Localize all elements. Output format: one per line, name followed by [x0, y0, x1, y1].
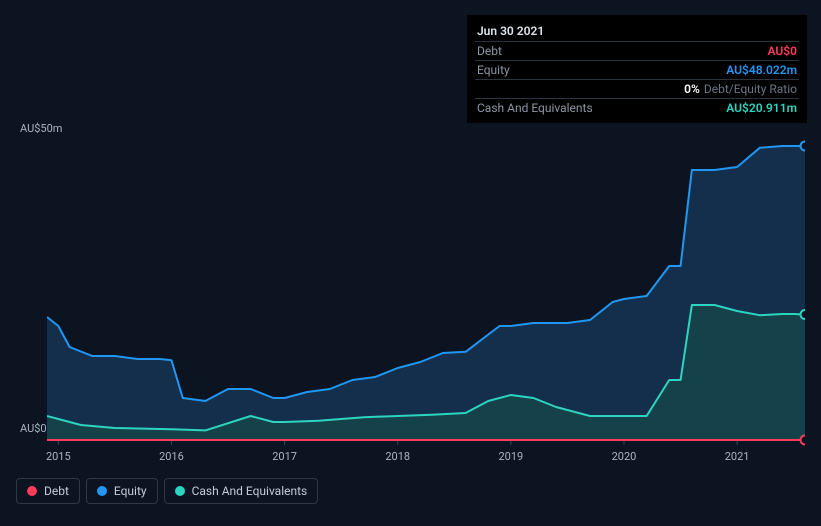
tooltip-label: Cash And Equivalents — [477, 101, 726, 115]
x-axis-label: 2015 — [46, 450, 71, 463]
x-axis-label: 2018 — [385, 450, 410, 463]
tooltip-row-equity: Equity AU$48.022m — [475, 60, 799, 79]
tooltip-label: Equity — [477, 63, 726, 77]
legend-label: Equity — [114, 484, 147, 498]
tooltip-row-debt: Debt AU$0 — [475, 41, 799, 60]
tooltip-row-ratio: 0%Debt/Equity Ratio — [475, 79, 799, 98]
legend-dot — [27, 486, 37, 496]
tooltip-value: AU$20.911m — [726, 101, 797, 115]
tooltip-value: AU$48.022m — [726, 63, 797, 77]
chart-tooltip: Jun 30 2021 Debt AU$0 Equity AU$48.022m … — [467, 15, 807, 123]
x-axis-label: 2016 — [159, 450, 184, 463]
tooltip-value: 0%Debt/Equity Ratio — [684, 82, 797, 96]
x-axis-label: 2020 — [612, 450, 637, 463]
x-axis-label: 2021 — [725, 450, 750, 463]
legend-label: Cash And Equivalents — [192, 484, 308, 498]
tooltip-date: Jun 30 2021 — [475, 21, 799, 41]
tooltip-label: Debt — [477, 44, 767, 58]
y-axis-label-max: AU$50m — [20, 122, 62, 135]
legend-label: Debt — [44, 484, 69, 498]
area-chart[interactable] — [47, 140, 805, 446]
legend: Debt Equity Cash And Equivalents — [16, 478, 318, 504]
y-axis-label-zero: AU$0 — [20, 422, 47, 435]
legend-item-equity[interactable]: Equity — [86, 478, 158, 504]
x-axis-label: 2019 — [498, 450, 523, 463]
legend-item-debt[interactable]: Debt — [16, 478, 80, 504]
legend-item-cash[interactable]: Cash And Equivalents — [164, 478, 319, 504]
tooltip-row-cash: Cash And Equivalents AU$20.911m — [475, 98, 799, 117]
tooltip-value: AU$0 — [767, 44, 797, 58]
debt-equity-chart-panel: { "tooltip": { "date": "Jun 30 2021", "r… — [0, 0, 821, 526]
legend-dot — [175, 486, 185, 496]
tooltip-label — [477, 82, 684, 96]
x-axis-label: 2017 — [272, 450, 297, 463]
legend-dot — [97, 486, 107, 496]
